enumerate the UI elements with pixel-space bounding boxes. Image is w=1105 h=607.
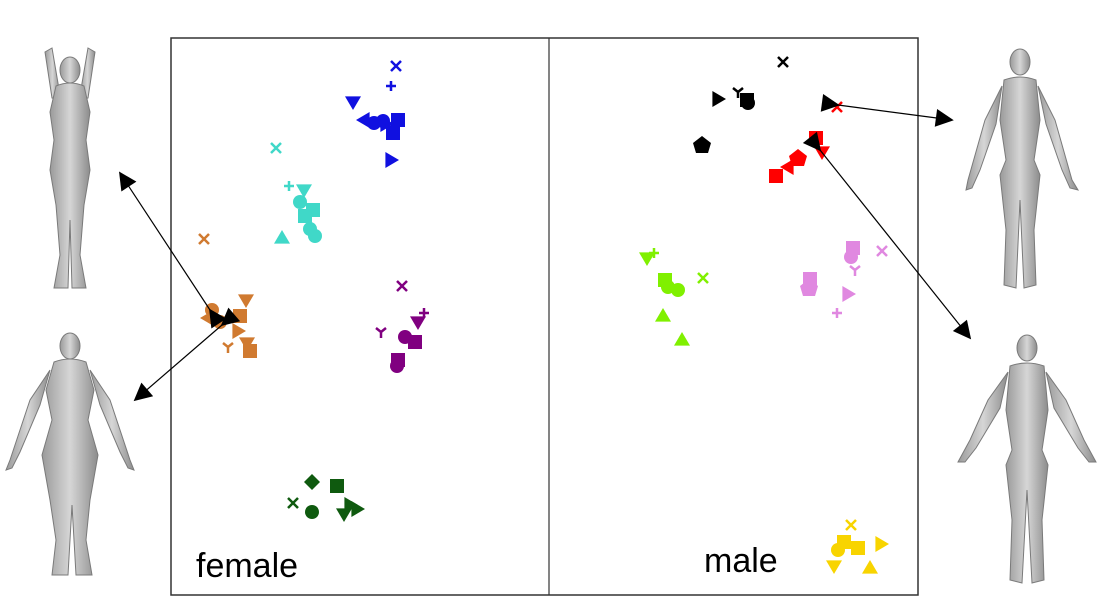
circle-marker <box>741 96 755 110</box>
plus-marker <box>419 308 429 318</box>
x-marker <box>845 519 857 531</box>
tri-down-marker <box>296 184 312 198</box>
arrow-red-to-bottom-male <box>802 131 972 340</box>
square-marker <box>298 209 312 223</box>
male-figure-a-pose-top <box>965 48 1080 289</box>
tri3-marker <box>849 265 861 276</box>
circle-marker <box>661 280 675 294</box>
male-label: male <box>704 542 778 580</box>
tri-up-marker <box>274 230 290 244</box>
circle-marker <box>844 250 858 264</box>
x-marker <box>831 101 843 113</box>
x-marker <box>777 56 789 68</box>
female-figure-a-pose <box>5 332 135 576</box>
circle-marker <box>305 505 319 519</box>
square-marker <box>809 131 823 145</box>
tri-right-marker <box>232 323 246 339</box>
pentagon-marker <box>693 136 711 153</box>
square-marker <box>233 309 247 323</box>
tri3-marker <box>222 342 234 353</box>
square-marker <box>330 479 344 493</box>
tri-down-marker <box>336 508 352 522</box>
tri3-marker <box>375 327 387 338</box>
plus-marker <box>284 181 294 191</box>
square-marker <box>243 344 257 358</box>
tri-right-marker <box>380 116 394 132</box>
tri-down-marker <box>826 560 842 574</box>
tri-left-marker <box>780 159 794 175</box>
plus-marker <box>832 308 842 318</box>
plot-frame <box>170 37 919 596</box>
tri-down-marker <box>410 316 426 330</box>
x-marker <box>876 245 888 257</box>
tri-up-marker <box>674 332 690 346</box>
tri-left-marker <box>356 112 370 128</box>
scatter-markers <box>198 56 889 574</box>
plus-marker <box>386 81 396 91</box>
tri-right-marker <box>875 536 889 552</box>
x-marker <box>270 142 282 154</box>
arrow-red-x-to-top-male <box>820 93 954 127</box>
diamond-marker <box>304 474 320 490</box>
x-marker <box>697 272 709 284</box>
male-figure-a-pose-bottom <box>957 334 1097 584</box>
x-marker <box>287 497 299 509</box>
tri-down-marker <box>238 294 254 308</box>
tri-up-marker <box>655 308 671 322</box>
tri3-marker <box>732 87 744 98</box>
x-marker <box>396 280 408 292</box>
tri-right-marker <box>842 286 856 302</box>
female-figure-hands-up <box>44 47 96 289</box>
square-marker <box>769 169 783 183</box>
circle-marker <box>831 543 845 557</box>
x-marker <box>198 233 210 245</box>
circle-marker <box>367 116 381 130</box>
x-marker <box>390 60 402 72</box>
circle-marker <box>390 359 404 373</box>
tri-up-marker <box>862 560 878 574</box>
square-marker <box>851 541 865 555</box>
arrow-orange-to-top-female <box>119 171 227 329</box>
circle-marker <box>293 195 307 209</box>
square-marker <box>386 126 400 140</box>
tri-right-marker <box>344 497 358 513</box>
female-label: female <box>196 547 298 585</box>
arrow-orange-to-bottom-female <box>133 307 241 402</box>
tri-down-marker <box>345 96 361 110</box>
tri-right-marker <box>385 152 399 168</box>
circle-marker <box>398 330 412 344</box>
tri-down-marker <box>639 252 655 266</box>
square-marker <box>391 113 405 127</box>
circle-marker <box>303 222 317 236</box>
tri-right-marker <box>712 91 726 107</box>
